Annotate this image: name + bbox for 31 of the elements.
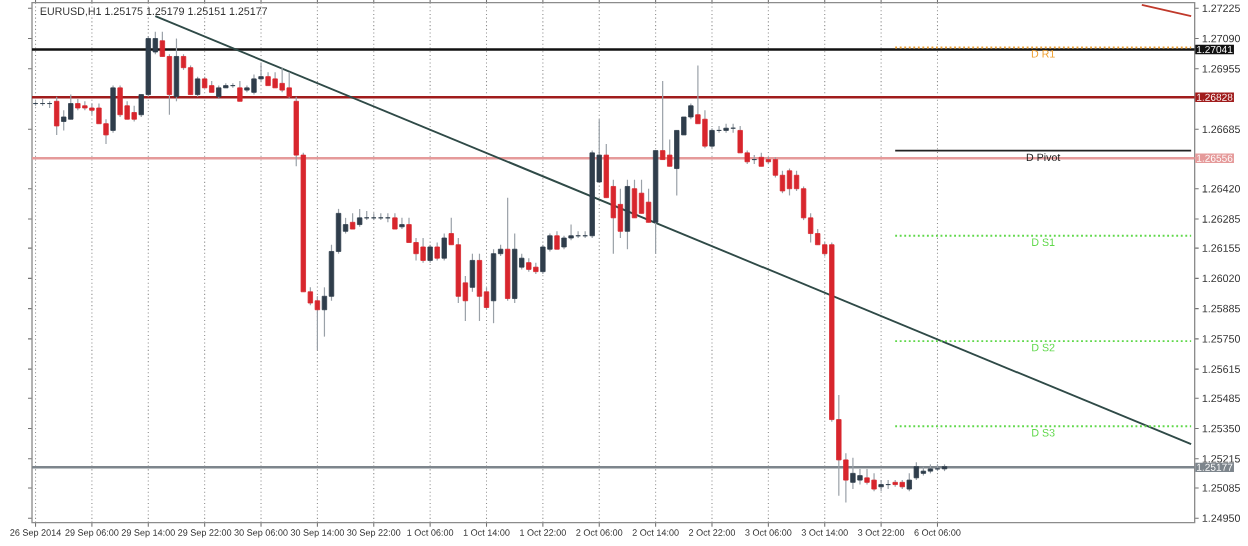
candlestick xyxy=(399,217,405,230)
candlestick xyxy=(786,167,793,197)
candlestick xyxy=(702,109,708,149)
candlestick xyxy=(194,76,201,98)
candlestick xyxy=(279,67,285,93)
candlestick xyxy=(61,109,67,132)
candlestick xyxy=(54,96,60,136)
candlestick xyxy=(187,64,194,96)
candlestick xyxy=(476,253,483,322)
candlestick xyxy=(568,223,574,241)
candlestick xyxy=(624,179,631,250)
candlestick xyxy=(631,179,638,219)
candlestick xyxy=(490,248,497,324)
candlestick xyxy=(878,479,884,492)
candlestick xyxy=(864,468,870,486)
candlestick xyxy=(237,80,243,102)
candlestick xyxy=(857,468,863,486)
candlestick xyxy=(660,80,666,161)
candlestick xyxy=(441,232,447,262)
candlestick xyxy=(314,295,321,351)
candlestick xyxy=(89,102,95,116)
candlestick xyxy=(645,188,652,223)
candlestick xyxy=(420,237,426,264)
candlestick xyxy=(117,85,123,118)
candlestick xyxy=(286,71,292,100)
candlestick xyxy=(173,37,180,102)
candlestick xyxy=(709,127,715,149)
candlestick xyxy=(667,138,673,167)
candlestick xyxy=(469,253,476,293)
candlestick xyxy=(737,125,743,154)
candlestick xyxy=(68,93,74,120)
